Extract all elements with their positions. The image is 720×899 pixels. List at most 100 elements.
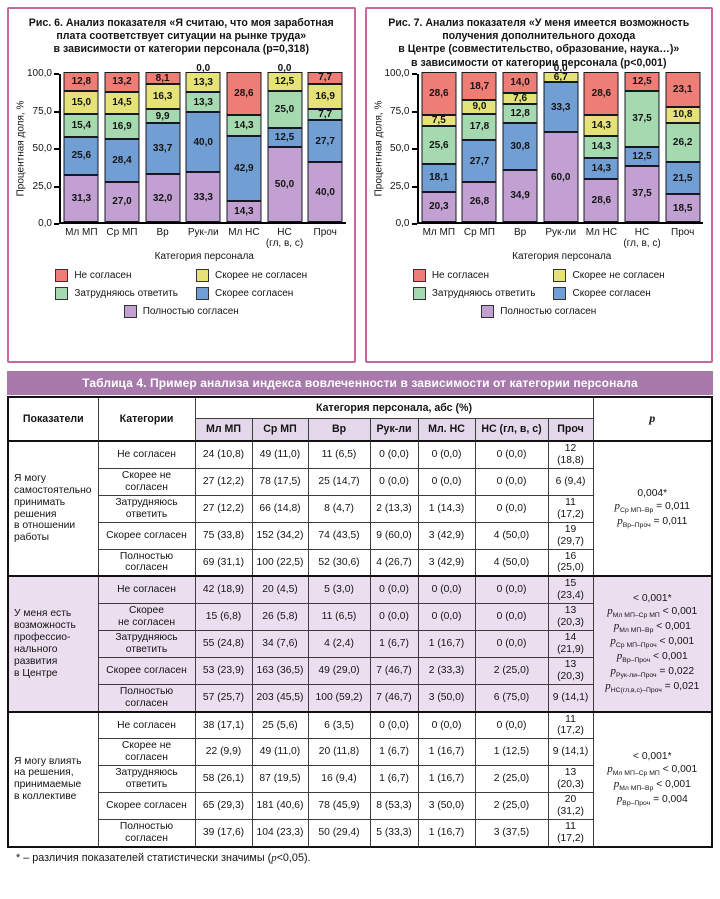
- p-value-line: pВр–Проч = 0,004: [596, 793, 709, 808]
- p-symbol: p: [613, 777, 620, 790]
- bar-segment-label: 12,8: [510, 108, 530, 120]
- table-row: Затрудняюсь ответить 58 (26,1) 87 (19,5) 16…: [8, 765, 712, 794]
- value-cell: 25 (5,6): [251, 710, 309, 740]
- bar-segment: [543, 72, 579, 83]
- value-cell: 55 (24,8): [194, 629, 253, 658]
- value-cell: 4 (26,7): [369, 548, 419, 577]
- x-axis-labels: Мл МП Ср МП Вр Рук-ли Мл НС НС (гл, в, с) Проч: [419, 227, 704, 249]
- p-value-line: pРук-ли–Проч = 0,022: [596, 665, 709, 680]
- bar-segment-label: 20,3: [429, 201, 449, 213]
- table-row: Затрудняюсь ответить 55 (24,8) 34 (7,6) 4 (…: [8, 629, 712, 658]
- value-cell: 15 (23,4): [547, 575, 594, 604]
- header-col-proch: Проч: [547, 417, 594, 442]
- p-value-line: pМл МП–Вр < 0,001: [596, 620, 709, 635]
- p-relation: = 0,004: [650, 793, 688, 805]
- bar-segment-label: 0,0: [553, 62, 568, 74]
- p-value-line: pНС(гл,в,с)–Проч = 0,021: [596, 680, 709, 695]
- table-row: Скорее согласен 75 (33,8) 152 (34,2) 74 (43…: [8, 521, 712, 550]
- table-row: Я могу влиять на решения, принимаемые в …: [7, 710, 713, 848]
- bar-segment-label: 8,1: [155, 72, 170, 84]
- bar-segment: [624, 72, 660, 91]
- table-row: Затрудняюсь ответить 27 (12,2) 66 (14,8) 8 …: [8, 494, 712, 523]
- p-subscript: Рук-ли–Проч: [615, 671, 657, 679]
- value-cell: 0 (0,0): [369, 439, 419, 469]
- value-cell: 203 (45,5): [251, 683, 309, 713]
- bar-segment-label: 12,5: [274, 75, 295, 87]
- p-value-line: pМл МП–Вр < 0,001: [596, 778, 709, 793]
- bar-segment-label: 12,8: [71, 75, 92, 87]
- bar-segment-label: 0,0: [196, 62, 211, 74]
- p-symbol: p: [613, 620, 620, 633]
- y-axis-label: Процентная доля, %: [15, 100, 27, 197]
- value-cell: 2 (25,0): [474, 656, 549, 685]
- bar-segment: [185, 72, 221, 93]
- value-cell: 2 (13,3): [369, 494, 419, 523]
- bar-segment: [63, 136, 99, 176]
- bar-segment: [421, 164, 457, 192]
- bar-slot: 34,9 30,8 12,8 7,6 14,0: [500, 71, 541, 222]
- value-cell: 8 (4,7): [307, 494, 371, 523]
- bar-segment: [665, 122, 701, 162]
- bar-segment-label: 7,7: [318, 109, 333, 121]
- x-axis-title: Категория персонала: [154, 251, 254, 262]
- bar-segment: [665, 194, 701, 222]
- value-cell: 0 (0,0): [474, 602, 549, 631]
- value-cell: 78 (45,9): [307, 792, 371, 821]
- value-cell: 57 (25,7): [194, 683, 253, 713]
- p-value-line: pМл МП–Ср МП < 0,001: [596, 605, 709, 620]
- value-cell: 13 (20,3): [547, 602, 594, 631]
- p-subscript: Вр–Проч: [622, 799, 651, 807]
- bar-segment-label: 27,7: [469, 155, 490, 167]
- value-cell: 0 (0,0): [369, 467, 419, 496]
- bar-segment-label: 14,5: [112, 97, 132, 109]
- legend-label: Скорее согласен: [214, 288, 294, 299]
- legend-label: Не согласен: [74, 270, 132, 281]
- value-cell: 50 (29,4): [307, 819, 371, 848]
- legend-item: Скорее не согласен: [195, 269, 307, 282]
- x-tick-label: Мл НС: [585, 227, 618, 238]
- bar-segment-label: 42,9: [234, 162, 254, 174]
- legend-label: Скорее не согласен: [572, 270, 665, 281]
- bar: 28,6 14,3 14,3 14,3 28,6: [583, 71, 619, 222]
- bar: 40,0 27,7 7,7 16,9 7,7: [307, 72, 343, 222]
- value-cell: 104 (23,3): [251, 819, 309, 848]
- value-cell: 14 (21,9): [547, 629, 594, 658]
- bar-segment-label: 31,3: [71, 193, 92, 205]
- header-indicators: Показатели: [7, 396, 99, 442]
- bar-segment: [421, 126, 457, 165]
- p-symbol: p: [605, 679, 611, 692]
- legend-label: Полностью согласен: [500, 306, 597, 317]
- bar-segment: [63, 91, 99, 114]
- bar-segment-label: 28,6: [591, 87, 612, 99]
- figure-title: Рис. 6. Анализ показателя «Я считаю, что…: [28, 17, 334, 56]
- bar-segment: [502, 92, 538, 105]
- bar-segment: [543, 132, 579, 222]
- bar-segment: [307, 72, 343, 84]
- y-tick-label: 0,0: [395, 218, 410, 229]
- bar-segment-label: 25,0: [274, 104, 295, 115]
- p-subscript: Вр–Проч: [622, 521, 651, 529]
- bar-segment: [267, 72, 303, 91]
- value-cell: 4 (50,0): [474, 521, 549, 550]
- p-value-line: pСр МП–Проч < 0,001: [596, 635, 709, 650]
- value-cell: 26 (5,8): [251, 602, 309, 631]
- bar-segment: [63, 113, 99, 137]
- legend-item: Не согласен: [55, 269, 178, 282]
- bar-slot: 20,3 18,1 25,6 7,5 28,6: [419, 71, 460, 222]
- x-tick-label: Проч: [671, 227, 695, 238]
- table-row: Скорее согласен 65 (29,3) 181 (40,6) 78 (45…: [8, 792, 712, 821]
- value-cell: 69 (31,1): [194, 548, 253, 577]
- value-cell: 3 (50,0): [417, 792, 476, 821]
- table-row: Полностью согласен 39 (17,6) 104 (23,3) 50 …: [8, 819, 712, 848]
- x-tick-label: Вр: [156, 227, 169, 238]
- p-value-line: < 0,001*: [632, 593, 672, 605]
- bar: 14,342,914,30,028,6: [226, 71, 262, 222]
- bar-segment-label: 14,0: [510, 76, 530, 88]
- bar-segment: [502, 104, 538, 124]
- bar-segment: [185, 112, 221, 173]
- value-cell: 3 (37,5): [474, 819, 549, 848]
- bar-slot: 27,0 28,4 16,9 14,5 13,2: [102, 72, 143, 222]
- value-cell: 2 (25,0): [474, 765, 549, 794]
- bar-segment: [461, 100, 497, 114]
- bar: 60,033,30,06,70,0: [543, 63, 579, 222]
